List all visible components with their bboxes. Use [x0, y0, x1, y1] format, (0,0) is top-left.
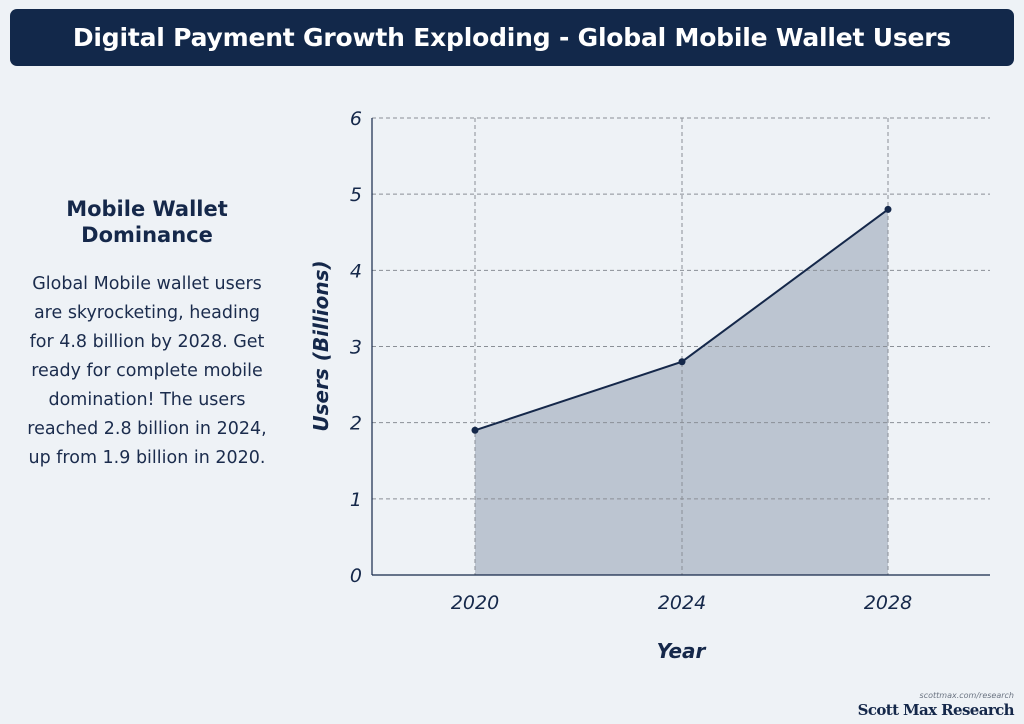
data-point	[471, 426, 479, 434]
x-axis-title: Year	[657, 639, 707, 663]
side-heading: Mobile Wallet Dominance	[66, 197, 228, 247]
title-banner: Digital Payment Growth Exploding - Globa…	[10, 9, 1014, 66]
y-tick-label: 2	[350, 413, 362, 435]
y-tick-label: 3	[350, 337, 362, 359]
y-tick-label: 1	[350, 489, 362, 511]
footer-url: scottmax.com/research	[919, 691, 1014, 700]
y-axis-title: Users (Billions)	[309, 260, 333, 431]
x-tick-label: 2020	[451, 592, 499, 614]
side-body-text: Global Mobile wallet users are skyrocket…	[27, 274, 267, 468]
brand-logo-text: Scott Max Research	[857, 701, 1015, 719]
y-tick-label: 5	[350, 184, 362, 206]
side-panel: Mobile Wallet Dominance Global Mobile wa…	[22, 196, 272, 473]
y-tick-label: 0	[350, 565, 362, 587]
footer: scottmax.com/research Scott Max Research	[857, 691, 1015, 719]
x-tick-label: 2028	[864, 592, 912, 614]
chart-title: Digital Payment Growth Exploding - Globa…	[72, 23, 952, 52]
y-tick-label: 4	[350, 260, 362, 282]
y-tick-label: 6	[350, 108, 362, 130]
data-point	[678, 358, 686, 366]
data-point	[884, 205, 892, 213]
x-tick-label: 2024	[658, 592, 706, 614]
